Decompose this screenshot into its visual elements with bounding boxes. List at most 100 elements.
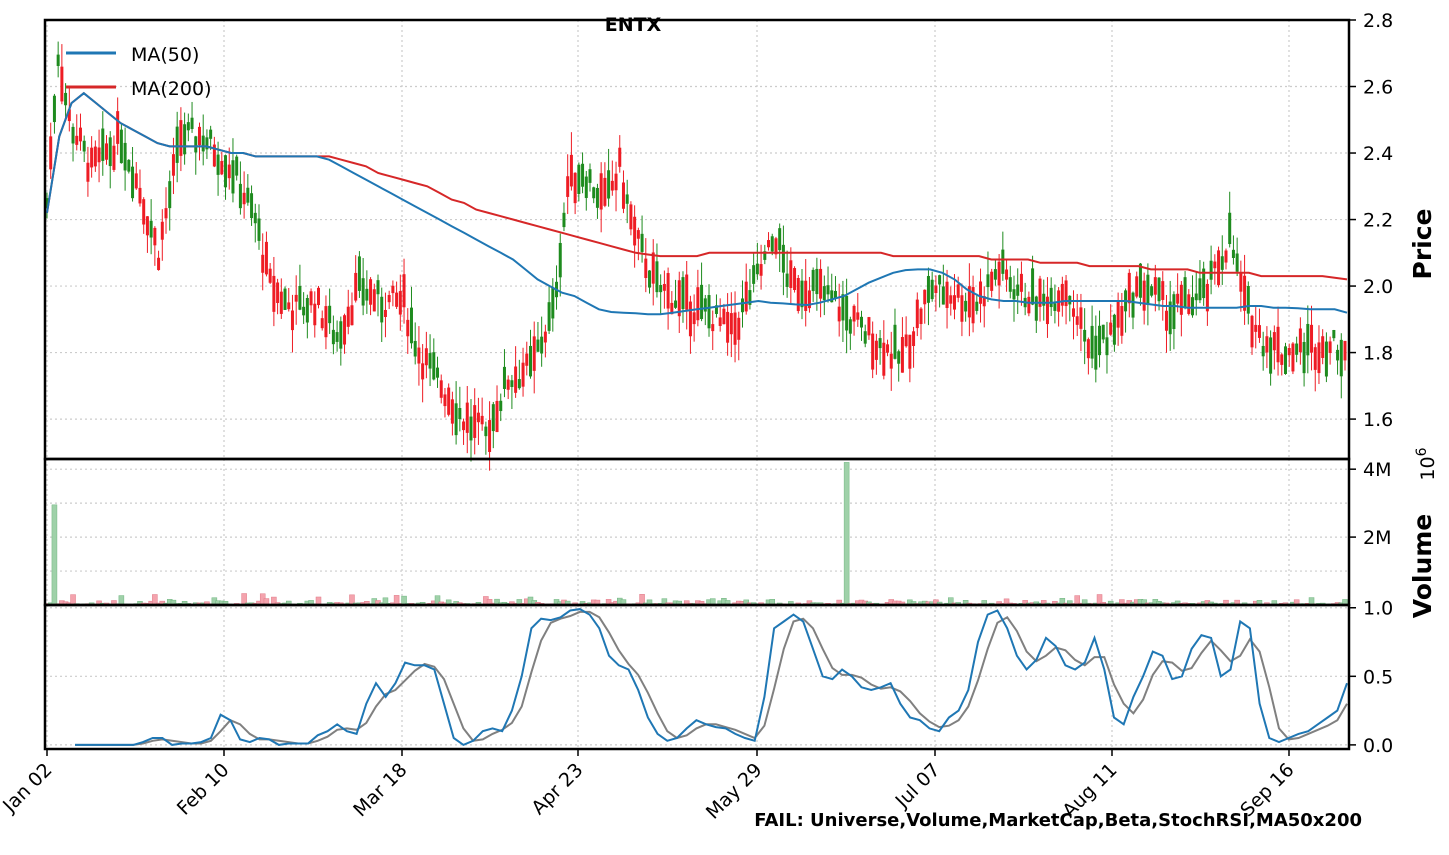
candle-body — [465, 402, 469, 433]
candle-body — [1101, 324, 1105, 340]
candle-body — [1213, 261, 1217, 269]
candle-body — [52, 95, 56, 123]
candle-body — [774, 238, 778, 255]
candle-body — [912, 331, 916, 347]
candle-body — [640, 233, 644, 252]
candle-body — [755, 263, 759, 275]
candle-body — [960, 295, 964, 322]
candle-body — [484, 426, 488, 437]
candle-body — [1075, 316, 1079, 325]
candle-body — [197, 126, 201, 146]
candle-body — [506, 379, 510, 390]
candle-body — [558, 242, 562, 278]
candle-body — [514, 366, 518, 393]
candle-body — [1179, 284, 1183, 315]
candle-body — [852, 305, 856, 322]
candle-body — [279, 291, 283, 314]
candle-body — [595, 187, 599, 208]
candle-body — [1038, 278, 1042, 307]
candle-body — [168, 181, 172, 209]
x-tick-label: Jan 02 — [0, 759, 57, 817]
candle-body — [153, 227, 157, 246]
candle-body — [1164, 310, 1168, 331]
candle-body — [450, 399, 454, 424]
candle-body — [369, 279, 373, 305]
y-tick-label: 2.8 — [1363, 10, 1393, 32]
candle-body — [666, 273, 670, 309]
candle-body — [618, 147, 622, 167]
candle-body — [748, 290, 752, 305]
candle-body — [253, 212, 257, 224]
candle-body — [287, 302, 291, 310]
candle-body — [986, 274, 990, 288]
candle-body — [569, 154, 573, 187]
candle-body — [1265, 336, 1269, 353]
candle-body — [1231, 249, 1235, 258]
candle-body — [1012, 289, 1016, 300]
candle-body — [1228, 212, 1232, 245]
candle-body — [1287, 348, 1291, 356]
candle-body — [406, 319, 410, 337]
candle-body — [1187, 294, 1191, 314]
candle-body — [1205, 283, 1209, 312]
candle-body — [573, 172, 577, 204]
candle-body — [1176, 293, 1180, 304]
candle-body — [993, 269, 997, 280]
candle-body — [231, 160, 235, 194]
candle-body — [915, 299, 919, 329]
candle-body — [971, 287, 975, 324]
candle-body — [633, 216, 637, 246]
candle-body — [432, 352, 436, 380]
candle-body — [796, 277, 800, 312]
candle-body — [1317, 342, 1321, 374]
candle-body — [1001, 249, 1005, 274]
stochrsi-y-axis: 0.0 0.5 1.0 — [1349, 598, 1393, 757]
candle-body — [235, 156, 239, 176]
candle-body — [1031, 268, 1035, 305]
candle-body — [238, 183, 242, 209]
candle-body — [789, 260, 793, 288]
candle-body — [1310, 324, 1314, 353]
candle-body — [212, 144, 216, 167]
y-tick-label: 0.0 — [1363, 735, 1393, 757]
candle-body — [897, 351, 901, 364]
candle-body — [1094, 335, 1098, 370]
candle-body — [186, 122, 190, 131]
candle-body — [659, 285, 663, 293]
candle-body — [1261, 345, 1265, 357]
candle-body — [209, 129, 213, 139]
candle-body — [1060, 283, 1064, 306]
candle-body — [577, 164, 581, 194]
candle-body — [93, 146, 97, 167]
candle-body — [320, 318, 324, 329]
candle-body — [1071, 308, 1075, 317]
candle-body — [1157, 277, 1161, 302]
candle-body — [1049, 287, 1053, 308]
candle-body — [800, 280, 804, 308]
candle-body — [78, 127, 82, 142]
candle-body — [525, 353, 529, 366]
candle-body — [417, 347, 421, 364]
candle-body — [711, 324, 715, 332]
candle-body — [845, 295, 849, 331]
candle-body — [1217, 250, 1221, 286]
candle-body — [1109, 322, 1113, 335]
candle-body — [424, 348, 428, 366]
candle-body — [1276, 326, 1280, 363]
volume-bar — [51, 504, 58, 606]
candle-body — [357, 256, 361, 291]
candle-body — [1250, 315, 1254, 348]
candle-body — [581, 163, 585, 187]
candle-body — [473, 405, 477, 438]
candle-body — [101, 128, 105, 161]
candle-body — [1112, 314, 1116, 345]
candle-body — [447, 387, 451, 415]
candle-body — [250, 193, 254, 219]
candle-body — [1220, 256, 1224, 270]
ma200-line — [46, 91, 1348, 281]
candle-body — [1079, 307, 1083, 329]
candle-body — [767, 240, 771, 248]
candle-body — [90, 147, 94, 168]
candle-body — [655, 261, 659, 293]
candle-body — [1131, 292, 1135, 318]
